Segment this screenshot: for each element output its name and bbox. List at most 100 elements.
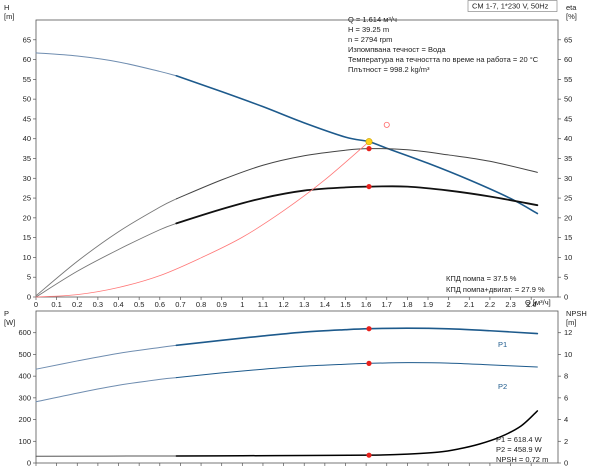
operating-point-marker: [366, 452, 372, 458]
right-tick-label: 65: [564, 35, 572, 44]
left-tick-label: 35: [23, 154, 31, 163]
series-system: [35, 141, 370, 298]
series-P2: [175, 362, 538, 379]
x-tick-label: 0.5: [134, 300, 144, 309]
info-speed: n = 2794 rpm: [348, 35, 392, 44]
left-tick-label: 100: [18, 437, 31, 446]
left-tick-label: 400: [18, 372, 31, 381]
info-head: H = 39.25 m: [348, 25, 389, 34]
left-tick-label: 200: [18, 415, 31, 424]
series-P1: [175, 327, 539, 347]
left-tick-label: 65: [23, 35, 31, 44]
right-tick-label: 0: [564, 459, 568, 468]
legend-p1: P1: [498, 340, 507, 349]
eta-pump-label: КПД помпа = 37.5 %: [446, 274, 517, 283]
operating-point-marker: [366, 146, 372, 152]
info-npsh: NPSH = 0.72 m: [496, 455, 548, 464]
pump-model-badge: CM 1-7, 1*230 V, 50Hz: [472, 2, 549, 11]
right-tick-label: 50: [564, 95, 572, 104]
left-tick-label: 55: [23, 75, 31, 84]
series-eta_total_full: [35, 222, 177, 298]
x-tick-label: 1.2: [278, 300, 288, 309]
right-tick-label: 2: [564, 437, 568, 446]
series-eta_pump: [175, 148, 538, 200]
left-tick-label: 45: [23, 114, 31, 123]
right-tick-label: 45: [564, 114, 572, 123]
info-flow: Q = 1.614 м³/ч: [348, 15, 397, 24]
top-left-axis-symbol: H: [4, 3, 9, 12]
x-tick-label: 1.4: [320, 300, 330, 309]
right-tick-label: 30: [564, 174, 572, 183]
x-axis-label: Q [м³/ч]: [525, 298, 551, 307]
x-tick-label: 1.7: [382, 300, 392, 309]
right-tick-label: 8: [564, 372, 568, 381]
right-tick-label: 35: [564, 154, 572, 163]
top-right-axis-unit: [%]: [566, 12, 577, 21]
right-tick-label: 0: [564, 293, 568, 302]
left-tick-label: 300: [18, 393, 31, 402]
info-temperature: Температура на течността по време на раб…: [348, 55, 539, 64]
x-tick-label: 1.1: [258, 300, 268, 309]
duty-point-marker: [365, 138, 373, 146]
x-tick-label: 2.4: [526, 300, 536, 309]
x-tick-label: 2: [447, 300, 451, 309]
x-tick-label: 2.2: [485, 300, 495, 309]
left-tick-label: 15: [23, 233, 31, 242]
open-point-marker: [383, 121, 390, 128]
right-tick-label: 20: [564, 213, 572, 222]
left-tick-label: 25: [23, 194, 31, 203]
x-tick-label: 0.6: [155, 300, 165, 309]
left-tick-label: 600: [18, 328, 31, 337]
x-tick-label: 1.6: [361, 300, 371, 309]
legend-p2: P2: [498, 382, 507, 391]
x-tick-label: 1: [240, 300, 244, 309]
x-tick-label: 2.1: [464, 300, 474, 309]
series-eta_pump_full: [35, 198, 177, 297]
x-tick-label: 0.3: [93, 300, 103, 309]
top-left-axis-unit: [m]: [4, 12, 14, 21]
left-tick-label: 5: [27, 273, 31, 282]
bottom-left-axis-unit: [W]: [4, 318, 15, 327]
x-tick-label: 1.3: [299, 300, 309, 309]
right-tick-label: 6: [564, 393, 568, 402]
x-tick-label: 1.8: [402, 300, 412, 309]
x-tick-label: 0.8: [196, 300, 206, 309]
left-tick-label: 0: [27, 459, 31, 468]
right-tick-label: 10: [564, 350, 572, 359]
right-tick-label: 12: [564, 328, 572, 337]
x-tick-label: 2.3: [505, 300, 515, 309]
right-tick-label: 60: [564, 55, 572, 64]
duty-point-info: Q = 1.614 м³/ч H = 39.25 m n = 2794 rpm …: [348, 15, 539, 74]
bottom-right-axis-unit: [m]: [566, 318, 576, 327]
series-H_full: [35, 52, 177, 77]
left-tick-label: 10: [23, 253, 31, 262]
info-p1: P1 = 618.4 W: [496, 435, 543, 444]
x-tick-label: 0.9: [216, 300, 226, 309]
left-tick-label: 30: [23, 174, 31, 183]
operating-point-marker: [366, 326, 372, 332]
eta-total-label: КПД помпа+двигат. = 27.9 %: [446, 285, 545, 294]
left-tick-label: 40: [23, 134, 31, 143]
right-tick-label: 4: [564, 415, 568, 424]
operating-point-marker: [366, 360, 372, 366]
operating-point-marker: [366, 183, 372, 190]
left-tick-label: 20: [23, 213, 31, 222]
power-info: P1 = 618.4 W P2 = 458.9 W NPSH = 0.72 m: [496, 435, 548, 464]
series-eta_total: [175, 185, 539, 225]
right-tick-label: 15: [564, 233, 572, 242]
bottom-panel: 0 100 200 300 400 500 600 0 2 4 6 8 10 12 P [W] NPSH …: [4, 309, 587, 468]
pump-model-badge-box: [467, 0, 558, 12]
bottom-plot-frame: [35, 310, 559, 464]
x-tick-label: 0: [34, 300, 38, 309]
x-tick-label: 0.1: [51, 300, 61, 309]
bottom-right-axis-symbol: NPSH: [566, 309, 587, 318]
x-tick-label: 0.4: [113, 300, 123, 309]
top-right-axis-symbol: eta: [566, 3, 577, 12]
series-P2_full: [35, 377, 177, 403]
x-tick-label: 0.2: [72, 300, 82, 309]
series-P1_full: [35, 344, 177, 370]
left-tick-label: 0: [27, 293, 31, 302]
info-liquid: Изпомпвана течност = Вода: [348, 45, 446, 54]
x-tick-label: 1.9: [423, 300, 433, 309]
